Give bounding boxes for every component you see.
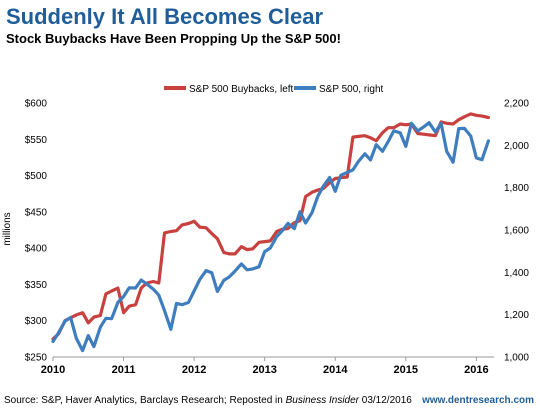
y-right-tick-label: 1,600 (504, 226, 529, 237)
y-right-tick-group: 1,000 1,200 1,400 1,600 1,800 2,000 2,200 (504, 99, 529, 364)
x-tick-label: 2011 (112, 364, 136, 376)
legend: S&P 500 Buybacks, left S&P 500, right (164, 84, 384, 95)
source-prefix: Source: S&P, Haver Analytics, Barclays R… (4, 395, 286, 406)
y-right-tick-label: 1,800 (504, 183, 529, 194)
legend-label-buybacks: S&P 500 Buybacks, left (189, 84, 294, 95)
brand-url: www.dentresearch.com (422, 395, 534, 406)
x-tick-label: 2010 (41, 364, 65, 376)
x-tick-group: 2010 2011 2012 2013 2014 2015 2016 (41, 357, 489, 376)
x-tick-label: 2014 (323, 364, 348, 376)
y-right-tick-label: 1,400 (504, 268, 529, 279)
chart-subtitle: Stock Buybacks Have Been Propping Up the… (6, 31, 341, 46)
series-line-sp500 (51, 121, 490, 353)
y-left-tick-group: $250 $300 $350 $400 $450 $500 $550 $600 (25, 99, 48, 364)
y-left-tick-label: $500 (25, 171, 48, 182)
y-right-tick-label: 2,200 (504, 99, 529, 110)
legend-label-sp500: S&P 500, right (319, 84, 384, 95)
y-left-tick-label: $350 (25, 280, 48, 291)
y-left-tick-label: $300 (25, 316, 48, 327)
y-right-tick-label: 2,000 (504, 141, 529, 152)
x-tick-label: 2015 (394, 364, 418, 376)
y-left-tick-label: $450 (25, 207, 48, 218)
series-group (51, 112, 490, 353)
y-right-tick-label: 1,200 (504, 310, 529, 321)
y-left-tick-label: $400 (25, 244, 48, 255)
y-left-axis-label: millions (2, 212, 13, 245)
chart-title: Suddenly It All Becomes Clear (6, 4, 324, 29)
x-tick-label: 2016 (464, 364, 488, 376)
y-left-tick-label: $550 (25, 135, 48, 146)
y-left-tick-label: $600 (25, 99, 48, 110)
source-date: 03/12/2016 (359, 395, 412, 406)
y-left-tick-label: $250 (25, 353, 48, 364)
x-tick-label: 2013 (252, 364, 276, 376)
x-tick-label: 2012 (182, 364, 206, 376)
source-note: Source: S&P, Haver Analytics, Barclays R… (4, 395, 412, 406)
y-right-tick-label: 1,000 (504, 353, 529, 364)
source-publication: Business Insider (285, 395, 359, 406)
